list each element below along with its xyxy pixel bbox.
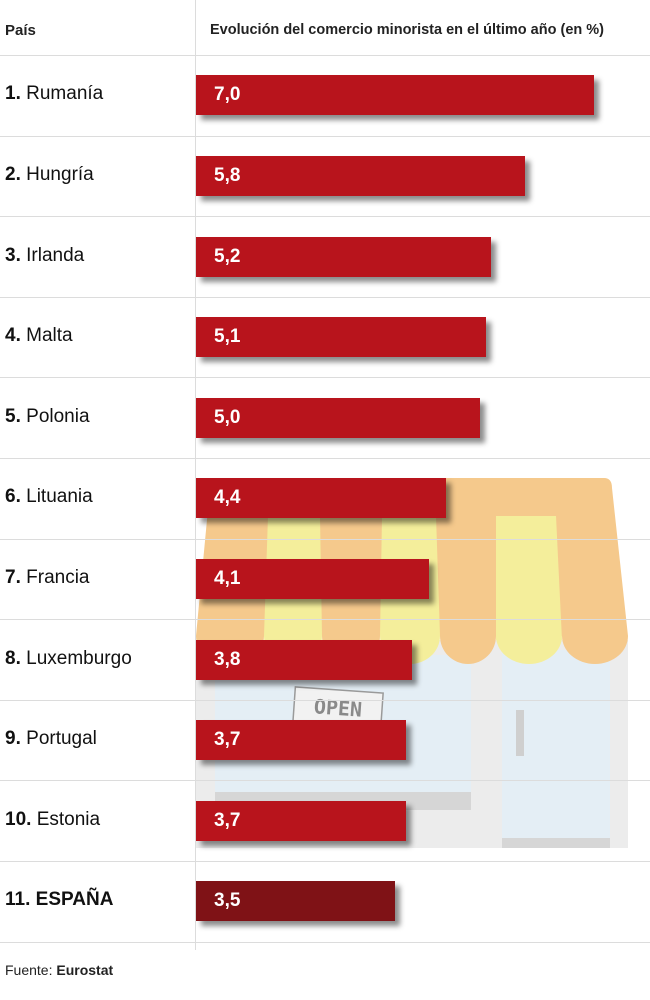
bar: 7,0: [196, 75, 594, 116]
country-name: Polonia: [26, 405, 90, 427]
row-separator: [0, 700, 650, 701]
bar: 5,8: [196, 155, 526, 196]
bar-value-label: 5,8: [214, 164, 241, 186]
country-name: Irlanda: [26, 244, 85, 266]
country-rank: 2.: [5, 163, 21, 185]
country-label: 8. Luxemburgo: [5, 648, 132, 670]
bar-value-label: 3,7: [214, 729, 241, 751]
country-rank: 7.: [5, 566, 21, 588]
country-label: 4. Malta: [5, 325, 73, 347]
country-name: Lituania: [26, 486, 93, 508]
row-separator: [0, 619, 650, 620]
country-rank: 8.: [5, 647, 21, 669]
country-label: 10. Estonia: [5, 809, 100, 831]
bar-value-label: 4,4: [214, 487, 241, 509]
value-column-header: Evolución del comercio minorista en el ú…: [210, 22, 604, 38]
country-label: 2. Hungría: [5, 164, 94, 186]
row-separator: [0, 861, 650, 862]
country-label: 9. Portugal: [5, 728, 97, 750]
country-name: Luxemburgo: [26, 647, 132, 669]
country-column-header: País: [5, 22, 36, 39]
bar-value-label: 7,0: [214, 84, 241, 106]
country-name: Hungría: [26, 163, 94, 185]
country-rank: 5.: [5, 405, 21, 427]
bar-value-label: 5,1: [214, 326, 241, 348]
source-name: Eurostat: [56, 962, 114, 978]
country-name: Malta: [26, 325, 73, 347]
country-label: 1. Rumanía: [5, 83, 103, 105]
row-separator: [0, 136, 650, 137]
country-name: Estonia: [36, 808, 101, 830]
row-separator: [0, 377, 650, 378]
country-label: 6. Lituania: [5, 486, 93, 508]
bar-value-label: 5,2: [214, 245, 241, 267]
source-label: Fuente:: [5, 962, 53, 978]
row-separator: [0, 539, 650, 540]
bar: 4,4: [196, 478, 446, 519]
bar-value-label: 3,8: [214, 648, 241, 670]
source-note: Fuente: Eurostat: [5, 962, 113, 978]
bar: 4,1: [196, 558, 429, 599]
column-divider: [195, 0, 196, 950]
bar: 3,7: [196, 720, 407, 761]
bar-value-label: 5,0: [214, 406, 241, 428]
row-separator: [0, 216, 650, 217]
open-sign-text: OPEN: [313, 694, 363, 721]
country-name: Rumanía: [26, 83, 104, 105]
bar-value-label: 3,5: [214, 890, 241, 912]
row-separator: [0, 942, 650, 943]
country-rank: 3.: [5, 244, 21, 266]
country-label: 3. Irlanda: [5, 245, 84, 267]
bar: 3,8: [196, 639, 412, 680]
country-name: Francia: [26, 566, 90, 588]
country-label: 5. Polonia: [5, 406, 90, 428]
country-rank: 9.: [5, 728, 21, 750]
row-separator: [0, 780, 650, 781]
bar-value-label: 3,7: [214, 809, 241, 831]
bar: 3,7: [196, 800, 407, 841]
row-separator: [0, 458, 650, 459]
country-rank: 6.: [5, 486, 21, 508]
bar: 5,0: [196, 397, 480, 438]
country-rank: 10.: [5, 808, 32, 830]
bar: 5,2: [196, 236, 492, 277]
bar: 3,5: [196, 881, 395, 922]
country-label: 7. Francia: [5, 567, 90, 589]
header-separator: [0, 55, 650, 56]
country-rank: 4.: [5, 325, 21, 347]
bar-value-label: 4,1: [214, 567, 241, 589]
country-rank: 1.: [5, 83, 21, 105]
country-rank: 11.: [5, 889, 31, 911]
country-name: Portugal: [26, 728, 97, 750]
country-name: ESPAÑA: [35, 889, 114, 911]
row-separator: [0, 297, 650, 298]
bar: 5,1: [196, 317, 486, 358]
country-label: 11. ESPAÑA: [5, 889, 113, 911]
